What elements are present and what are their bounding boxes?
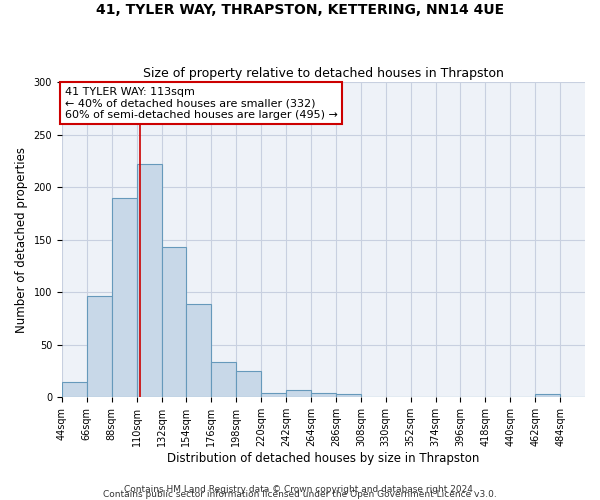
Bar [137, 164, 161, 398]
Bar [311, 393, 336, 398]
Bar [535, 394, 560, 398]
Bar [261, 393, 286, 398]
Bar [286, 390, 311, 398]
Bar [187, 304, 211, 398]
Bar [236, 371, 261, 398]
Bar [62, 382, 87, 398]
Title: Size of property relative to detached houses in Thrapston: Size of property relative to detached ho… [143, 66, 504, 80]
Text: 41 TYLER WAY: 113sqm
← 40% of detached houses are smaller (332)
60% of semi-deta: 41 TYLER WAY: 113sqm ← 40% of detached h… [65, 87, 337, 120]
Text: Contains HM Land Registry data © Crown copyright and database right 2024.: Contains HM Land Registry data © Crown c… [124, 485, 476, 494]
Text: 41, TYLER WAY, THRAPSTON, KETTERING, NN14 4UE: 41, TYLER WAY, THRAPSTON, KETTERING, NN1… [96, 2, 504, 16]
Y-axis label: Number of detached properties: Number of detached properties [15, 146, 28, 332]
Text: Contains public sector information licensed under the Open Government Licence v3: Contains public sector information licen… [103, 490, 497, 499]
Bar [87, 296, 112, 398]
Bar [112, 198, 137, 398]
Bar [211, 362, 236, 398]
Bar [161, 247, 187, 398]
X-axis label: Distribution of detached houses by size in Thrapston: Distribution of detached houses by size … [167, 452, 479, 465]
Bar [336, 394, 361, 398]
